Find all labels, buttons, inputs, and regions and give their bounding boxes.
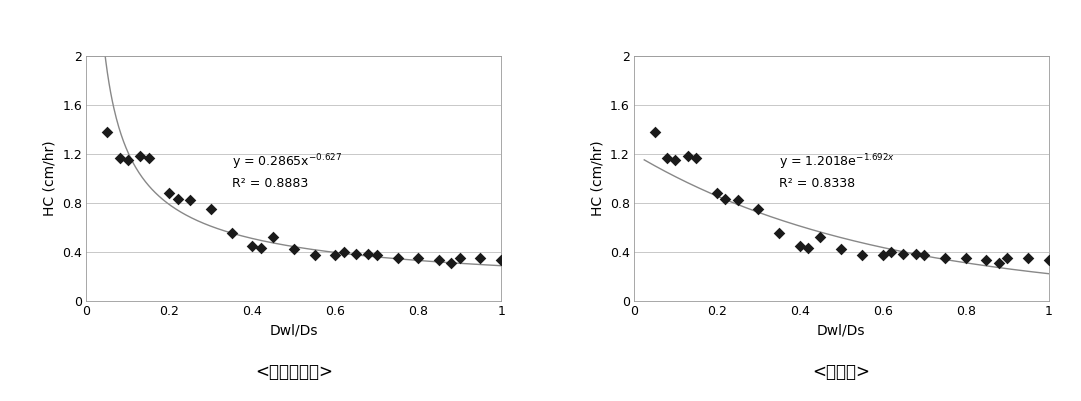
Point [990,259,1007,266]
Point [875,252,892,259]
Text: y = 0.2865x$^{-0.627}$: y = 0.2865x$^{-0.627}$ [231,152,342,172]
Point [335,249,352,255]
Point [451,255,468,261]
Point [141,154,158,161]
Point [791,243,809,249]
Point [389,255,406,261]
Point [326,252,344,259]
Point [658,154,676,161]
Point [169,196,186,203]
Point [729,197,746,204]
Point [161,190,178,196]
Point [800,245,817,251]
Point [895,251,912,257]
Point [1040,257,1057,263]
Point [252,245,269,251]
Point [679,153,696,160]
Point [430,257,448,263]
Point [285,246,303,253]
Text: <거듭제곱형>: <거듭제곱형> [255,363,333,381]
Point [717,196,734,203]
Point [688,154,705,161]
Point [223,230,240,237]
Point [111,154,129,161]
Point [119,157,136,163]
Point [410,255,427,261]
Text: R² = 0.8338: R² = 0.8338 [779,177,855,190]
Point [708,190,725,196]
Point [243,243,261,249]
Text: y = 1.2018e$^{-1.692x}$: y = 1.2018e$^{-1.692x}$ [779,152,895,172]
Point [957,255,974,261]
Point [347,251,364,257]
Point [646,129,664,135]
Point [98,129,116,135]
Y-axis label: HC (cm/hr): HC (cm/hr) [590,141,604,216]
Text: <지수형>: <지수형> [812,363,870,381]
Point [977,257,995,263]
Point [916,252,933,259]
Point [182,197,199,204]
Point [471,255,489,261]
Point [360,251,377,257]
Point [493,257,510,263]
Point [936,255,953,261]
Point [882,249,899,255]
Point [832,246,850,253]
Text: R² = 0.8883: R² = 0.8883 [231,177,308,190]
Point [771,230,788,237]
X-axis label: Dwl/Ds: Dwl/Ds [269,324,318,338]
Point [667,157,684,163]
Point [853,252,870,259]
Point [907,251,924,257]
Point [202,206,219,212]
Point [306,252,323,259]
Point [369,252,386,259]
Point [812,234,829,240]
Point [265,234,282,240]
Point [999,255,1016,261]
Y-axis label: HC (cm/hr): HC (cm/hr) [43,141,57,216]
Point [132,153,149,160]
Point [749,206,766,212]
X-axis label: Dwl/Ds: Dwl/Ds [817,324,866,338]
Point [1019,255,1037,261]
Point [443,259,461,266]
